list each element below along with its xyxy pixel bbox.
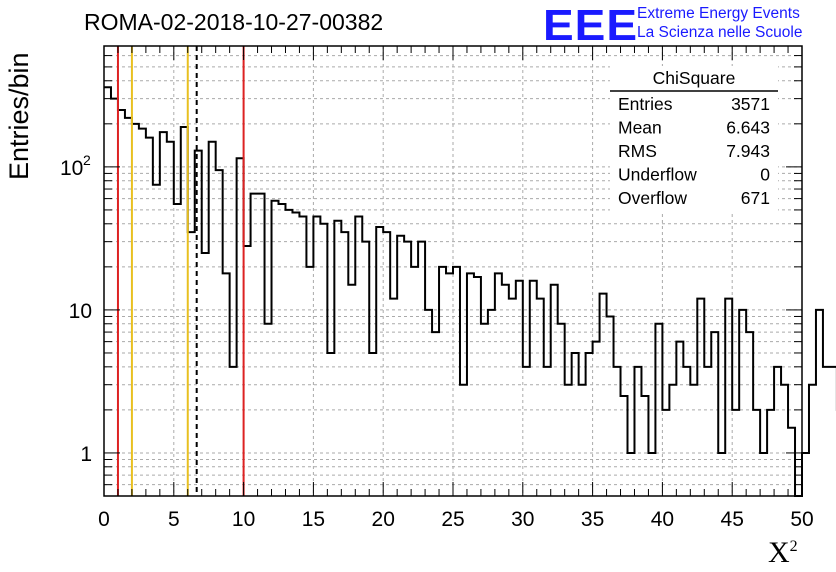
y-tick-label-100: 10	[60, 157, 83, 180]
stats-row-value: 0	[760, 165, 770, 185]
stats-row-label: Underflow	[618, 165, 697, 185]
stats-row-label: Mean	[618, 118, 662, 138]
logo-caption: Extreme Energy Events La Scienza nelle S…	[637, 4, 802, 42]
x-tick-label: 20	[372, 508, 395, 531]
stats-row-value: 7.943	[726, 141, 770, 161]
stats-row-label: Overflow	[618, 188, 687, 208]
x-tick-label: 40	[651, 508, 674, 531]
x-tick-label: 35	[581, 508, 604, 531]
stats-row-value: 6.643	[726, 118, 770, 138]
x-axis-label: X2	[768, 536, 798, 570]
stats-row-label: Entries	[618, 94, 673, 114]
x-tick-label: 50	[790, 508, 813, 531]
logo-caption-line1: Extreme Energy Events	[637, 5, 800, 22]
x-tick-label: 15	[302, 508, 325, 531]
y-tick-label-10: 10	[69, 300, 92, 323]
x-tick-label: 5	[168, 508, 180, 531]
y-tick-label-1: 1	[80, 443, 92, 466]
stats-row-value: 3571	[731, 94, 770, 114]
histogram-line	[104, 86, 836, 497]
x-tick-label: 30	[511, 508, 534, 531]
y-tick-label-100-exp: 2	[83, 152, 91, 168]
x-axis-label-base: X	[768, 536, 790, 569]
x-tick-label: 25	[441, 508, 464, 531]
stats-row-label: RMS	[618, 141, 657, 161]
logo-caption-line2: La Scienza nelle Scuole	[637, 24, 803, 41]
x-tick-label: 10	[232, 508, 255, 531]
x-tick-label: 0	[98, 508, 110, 531]
stats-title: ChiSquare	[653, 68, 736, 88]
x-axis-label-sup: 2	[789, 538, 798, 555]
x-tick-label: 45	[721, 508, 744, 531]
chart-title: ROMA-02-2018-10-27-00382	[84, 9, 384, 35]
eee-logo: EEE	[543, 0, 639, 50]
stats-row-value: 671	[741, 188, 770, 208]
